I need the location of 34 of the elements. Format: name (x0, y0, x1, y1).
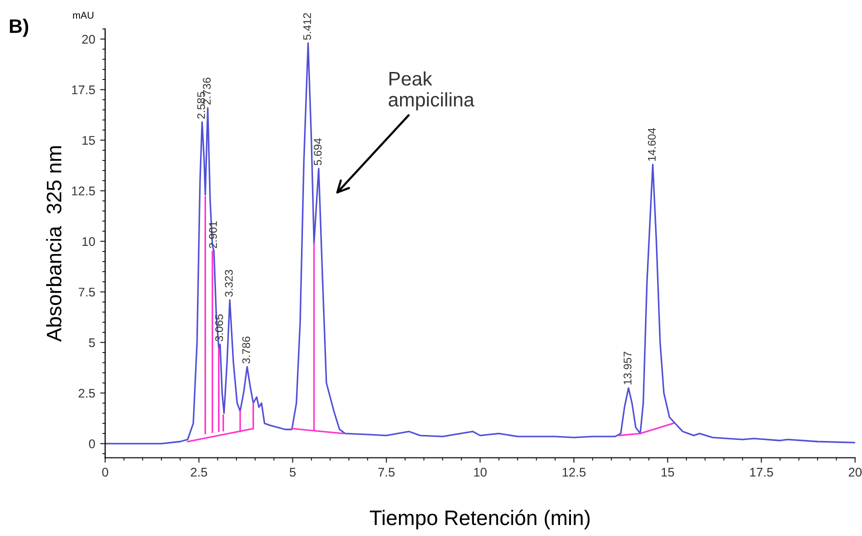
text: B) (10, 18, 28, 37)
x-axis-title: Tiempo Retención (min) (370, 510, 590, 530)
annotation: 2.901 (209, 221, 217, 248)
y-tick-label: 0 (88, 439, 95, 448)
annotation: 2.736 (202, 78, 211, 104)
x-tick-label: 5 (290, 468, 296, 477)
annotation: 3.065 (215, 314, 224, 342)
annotation: 14.604 (648, 128, 656, 161)
annotation: Peak ampicilina (388, 71, 474, 110)
annotation: 5.412 (303, 13, 312, 40)
annotation: 3.786 (242, 336, 250, 364)
annotation: 3.323 (224, 270, 233, 297)
annotation: 5.694 (314, 138, 322, 166)
y-tick-label: 15 (82, 136, 95, 145)
x-tick-label: 20 (848, 468, 862, 477)
y-tick-label: 2.5 (78, 388, 95, 398)
x-tick-label: 12.5 (562, 468, 586, 477)
y-tick-label: 5 (88, 338, 95, 348)
y-tick-label: 7.5 (78, 288, 95, 297)
y-axis-title: Absorbancia 325 nm (46, 146, 62, 342)
annotation: 13.957 (624, 352, 632, 384)
x-tick-label: 15 (662, 468, 674, 477)
y-tick-label: 12.5 (72, 186, 95, 196)
y-tick-label: 17.5 (72, 86, 95, 94)
y-tick-label: 10 (82, 237, 95, 246)
text: mAU (73, 12, 94, 19)
x-tick-label: 0 (102, 468, 108, 477)
line-series (105, 42, 856, 444)
annotation: 2.585 (197, 92, 206, 119)
x-tick-label: 2.5 (190, 468, 208, 477)
x-tick-label: 10 (474, 468, 487, 477)
y-tick-label: 20 (82, 34, 95, 44)
x-tick-label: 17.5 (750, 468, 774, 477)
x-tick-label: 7.5 (378, 468, 395, 477)
